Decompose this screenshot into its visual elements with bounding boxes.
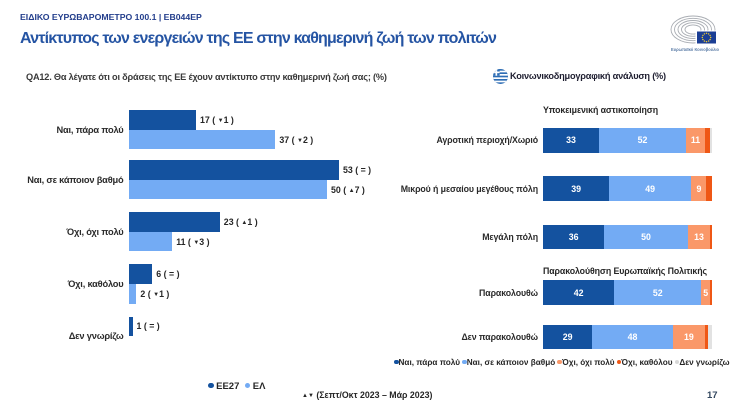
svg-text:Ευρωπαϊκό Κοινοβούλιο: Ευρωπαϊκό Κοινοβούλιο (671, 47, 720, 52)
